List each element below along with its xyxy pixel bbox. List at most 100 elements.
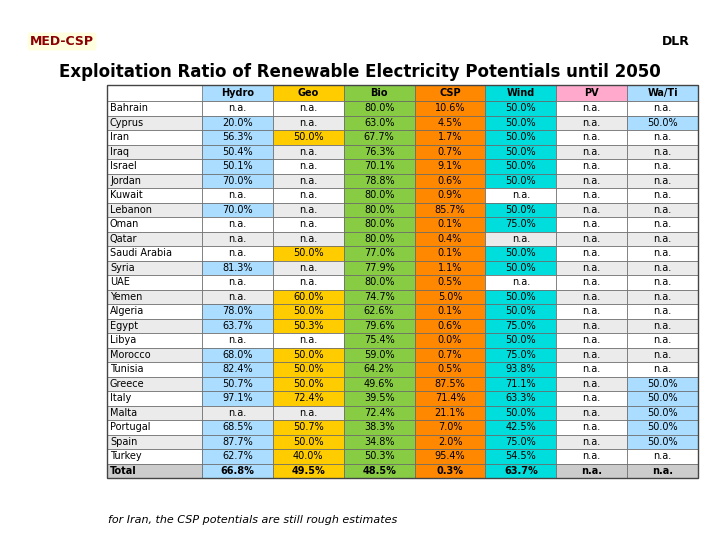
Bar bbox=[107, 85, 698, 478]
Text: n.a.: n.a. bbox=[582, 219, 600, 230]
Text: 62.7%: 62.7% bbox=[222, 451, 253, 461]
Bar bbox=[273, 362, 343, 376]
Text: n.a.: n.a. bbox=[654, 176, 672, 186]
Text: 2.0%: 2.0% bbox=[438, 437, 462, 447]
Text: 38.3%: 38.3% bbox=[364, 422, 395, 432]
Bar bbox=[273, 116, 343, 130]
Text: 0.5%: 0.5% bbox=[438, 364, 462, 374]
Bar bbox=[415, 435, 485, 449]
Bar bbox=[107, 260, 202, 275]
Text: 0.6%: 0.6% bbox=[438, 321, 462, 330]
Bar bbox=[415, 173, 485, 188]
Text: 0.1%: 0.1% bbox=[438, 219, 462, 230]
Text: Italy: Italy bbox=[110, 393, 131, 403]
Bar bbox=[343, 333, 415, 348]
Text: n.a.: n.a. bbox=[582, 379, 600, 389]
Text: 0.3%: 0.3% bbox=[436, 465, 464, 476]
Bar bbox=[273, 232, 343, 246]
Bar bbox=[415, 333, 485, 348]
Text: 50.0%: 50.0% bbox=[505, 292, 536, 302]
Bar bbox=[343, 391, 415, 406]
Bar bbox=[202, 449, 273, 463]
Bar bbox=[202, 376, 273, 391]
Bar bbox=[627, 362, 698, 376]
Bar bbox=[415, 362, 485, 376]
Bar bbox=[557, 232, 627, 246]
Text: 76.3%: 76.3% bbox=[364, 147, 395, 157]
Text: 93.8%: 93.8% bbox=[505, 364, 536, 374]
Text: 78.8%: 78.8% bbox=[364, 176, 395, 186]
Text: n.a.: n.a. bbox=[512, 190, 530, 200]
Text: n.a.: n.a. bbox=[654, 103, 672, 113]
Bar bbox=[273, 246, 343, 260]
Bar bbox=[627, 85, 698, 101]
Bar bbox=[415, 319, 485, 333]
Text: n.a.: n.a. bbox=[654, 205, 672, 215]
Text: 75.0%: 75.0% bbox=[505, 321, 536, 330]
Text: n.a.: n.a. bbox=[654, 292, 672, 302]
Bar bbox=[557, 348, 627, 362]
Bar bbox=[415, 145, 485, 159]
Bar bbox=[627, 159, 698, 173]
Bar bbox=[273, 217, 343, 232]
Text: n.a.: n.a. bbox=[654, 248, 672, 258]
Bar bbox=[273, 449, 343, 463]
Text: Egypt: Egypt bbox=[110, 321, 138, 330]
Bar bbox=[485, 333, 557, 348]
Text: n.a.: n.a. bbox=[654, 350, 672, 360]
Text: 50.0%: 50.0% bbox=[505, 248, 536, 258]
Text: n.a.: n.a. bbox=[582, 451, 600, 461]
Bar bbox=[485, 304, 557, 319]
Text: Iraq: Iraq bbox=[110, 147, 129, 157]
Text: Portugal: Portugal bbox=[110, 422, 150, 432]
Bar bbox=[273, 130, 343, 145]
Bar bbox=[343, 202, 415, 217]
Bar bbox=[273, 85, 343, 101]
Text: n.a.: n.a. bbox=[582, 190, 600, 200]
Text: 50.0%: 50.0% bbox=[293, 248, 323, 258]
Bar bbox=[415, 188, 485, 202]
Text: 68.5%: 68.5% bbox=[222, 422, 253, 432]
Bar bbox=[627, 463, 698, 478]
Bar bbox=[627, 420, 698, 435]
Text: 63.7%: 63.7% bbox=[222, 321, 253, 330]
Bar bbox=[273, 391, 343, 406]
Bar bbox=[107, 232, 202, 246]
Bar bbox=[557, 159, 627, 173]
Text: 97.1%: 97.1% bbox=[222, 393, 253, 403]
Bar bbox=[343, 435, 415, 449]
Text: 95.4%: 95.4% bbox=[435, 451, 465, 461]
Bar bbox=[202, 391, 273, 406]
Text: n.a.: n.a. bbox=[300, 335, 318, 345]
Text: 62.6%: 62.6% bbox=[364, 306, 395, 316]
Bar bbox=[415, 376, 485, 391]
Text: 42.5%: 42.5% bbox=[505, 422, 536, 432]
Bar bbox=[485, 348, 557, 362]
Text: 50.0%: 50.0% bbox=[293, 379, 323, 389]
Bar bbox=[627, 173, 698, 188]
Text: n.a.: n.a. bbox=[228, 292, 246, 302]
Text: n.a.: n.a. bbox=[300, 234, 318, 244]
Text: 66.8%: 66.8% bbox=[220, 465, 254, 476]
Text: 0.0%: 0.0% bbox=[438, 335, 462, 345]
Text: Wind: Wind bbox=[507, 88, 535, 98]
Text: n.a.: n.a. bbox=[300, 190, 318, 200]
Bar bbox=[107, 304, 202, 319]
Bar bbox=[485, 391, 557, 406]
Text: 75.4%: 75.4% bbox=[364, 335, 395, 345]
Text: n.a.: n.a. bbox=[228, 190, 246, 200]
Text: n.a.: n.a. bbox=[582, 364, 600, 374]
Bar bbox=[627, 232, 698, 246]
Text: n.a.: n.a. bbox=[654, 161, 672, 171]
Bar bbox=[485, 376, 557, 391]
Text: n.a.: n.a. bbox=[582, 335, 600, 345]
Text: 50.0%: 50.0% bbox=[293, 350, 323, 360]
Bar bbox=[627, 376, 698, 391]
Bar bbox=[107, 116, 202, 130]
Bar bbox=[485, 246, 557, 260]
Bar bbox=[202, 289, 273, 304]
Text: 80.0%: 80.0% bbox=[364, 234, 395, 244]
Bar bbox=[627, 101, 698, 116]
Text: 68.0%: 68.0% bbox=[222, 350, 253, 360]
Text: Greece: Greece bbox=[110, 379, 145, 389]
